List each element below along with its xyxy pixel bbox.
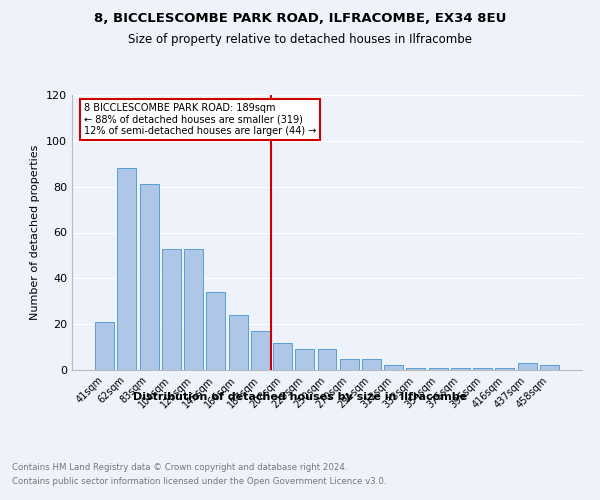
Bar [273, 342, 292, 370]
Bar [362, 358, 381, 370]
Bar [406, 368, 425, 370]
Bar [229, 315, 248, 370]
Bar [295, 350, 314, 370]
Text: Contains public sector information licensed under the Open Government Licence v3: Contains public sector information licen… [12, 478, 386, 486]
Bar [540, 366, 559, 370]
Text: 8 BICCLESCOMBE PARK ROAD: 189sqm
← 88% of detached houses are smaller (319)
12% : 8 BICCLESCOMBE PARK ROAD: 189sqm ← 88% o… [84, 104, 317, 136]
Text: Distribution of detached houses by size in Ilfracombe: Distribution of detached houses by size … [133, 392, 467, 402]
Bar [340, 358, 359, 370]
Bar [473, 368, 492, 370]
Bar [118, 168, 136, 370]
Bar [140, 184, 158, 370]
Y-axis label: Number of detached properties: Number of detached properties [31, 145, 40, 320]
Bar [251, 331, 270, 370]
Bar [317, 350, 337, 370]
Bar [206, 292, 225, 370]
Bar [162, 248, 181, 370]
Bar [451, 368, 470, 370]
Text: 8, BICCLESCOMBE PARK ROAD, ILFRACOMBE, EX34 8EU: 8, BICCLESCOMBE PARK ROAD, ILFRACOMBE, E… [94, 12, 506, 26]
Bar [429, 368, 448, 370]
Bar [496, 368, 514, 370]
Text: Contains HM Land Registry data © Crown copyright and database right 2024.: Contains HM Land Registry data © Crown c… [12, 462, 347, 471]
Bar [184, 248, 203, 370]
Bar [384, 366, 403, 370]
Bar [95, 322, 114, 370]
Text: Size of property relative to detached houses in Ilfracombe: Size of property relative to detached ho… [128, 32, 472, 46]
Bar [518, 363, 536, 370]
